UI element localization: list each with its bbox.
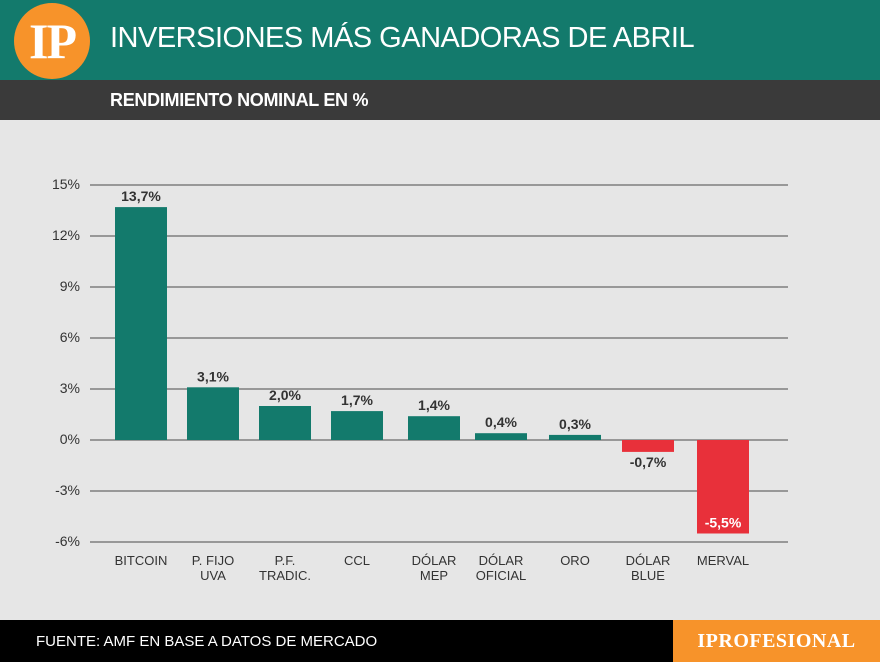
y-tick-label: 3% — [60, 380, 80, 396]
bar-chart: 15% 12% 9% 6% 3% 0% -3% -6% 13,7% BITCOIN 3,1% P. F… — [52, 176, 788, 583]
bar — [331, 411, 383, 440]
bar — [187, 387, 239, 440]
source-note: FUENTE: AMF EN BASE A DATOS DE MERCADO — [36, 633, 378, 650]
data-label: 1,4% — [418, 397, 450, 413]
bar — [622, 440, 674, 452]
y-tick-label: 0% — [60, 431, 80, 447]
subheader-bar: RENDIMIENTO NOMINAL EN % — [0, 80, 880, 120]
x-tick-label: DÓLAR — [626, 553, 671, 568]
x-tick-label: ORO — [560, 553, 590, 568]
data-label: 1,7% — [341, 392, 373, 408]
x-tick-label: DÓLAR — [479, 553, 524, 568]
y-tick-label: 15% — [52, 176, 80, 192]
x-tick-label: BITCOIN — [115, 553, 168, 568]
data-label: -5,5% — [705, 515, 742, 531]
bar — [259, 406, 311, 440]
footer-bar: FUENTE: AMF EN BASE A DATOS DE MERCADO I… — [0, 620, 880, 662]
bar — [549, 434, 601, 440]
x-tick-label: CCL — [344, 553, 370, 568]
chart-subtitle: RENDIMIENTO NOMINAL EN % — [110, 90, 369, 110]
data-label: 0,4% — [485, 414, 517, 430]
header-bar: IP INVERSIONES MÁS GANADORAS DE ABRIL — [0, 0, 880, 80]
bar — [697, 440, 749, 534]
data-label: 2,0% — [269, 387, 301, 403]
data-label: 0,3% — [559, 416, 591, 432]
x-tick-label: MERVAL — [697, 553, 749, 568]
x-tick-label: MEP — [420, 568, 448, 583]
data-label: 3,1% — [197, 368, 229, 384]
y-tick-label: 9% — [60, 278, 80, 294]
y-tick-label: 6% — [60, 329, 80, 345]
x-tick-label: P. FIJO — [192, 553, 234, 568]
page-title: INVERSIONES MÁS GANADORAS DE ABRIL — [110, 22, 695, 54]
x-tick-label: OFICIAL — [476, 568, 527, 583]
data-label: 13,7% — [121, 188, 161, 204]
bar — [475, 433, 527, 440]
bar — [408, 416, 460, 440]
data-label: -0,7% — [630, 454, 667, 470]
x-tick-label: BLUE — [631, 568, 665, 583]
bar — [115, 207, 167, 440]
y-tick-label: 12% — [52, 227, 80, 243]
y-tick-label: -6% — [55, 533, 80, 549]
brand-logo: IPROFESIONAL — [673, 620, 880, 662]
chart-area: 15% 12% 9% 6% 3% 0% -3% -6% 13,7% BITCOIN 3,1% P. F… — [0, 120, 880, 620]
ip-logo: IP — [14, 3, 90, 79]
x-tick-label: DÓLAR — [412, 553, 457, 568]
x-tick-label: UVA — [200, 568, 226, 583]
x-tick-label: P.F. — [275, 553, 296, 568]
y-tick-label: -3% — [55, 482, 80, 498]
x-tick-label: TRADIC. — [259, 568, 311, 583]
